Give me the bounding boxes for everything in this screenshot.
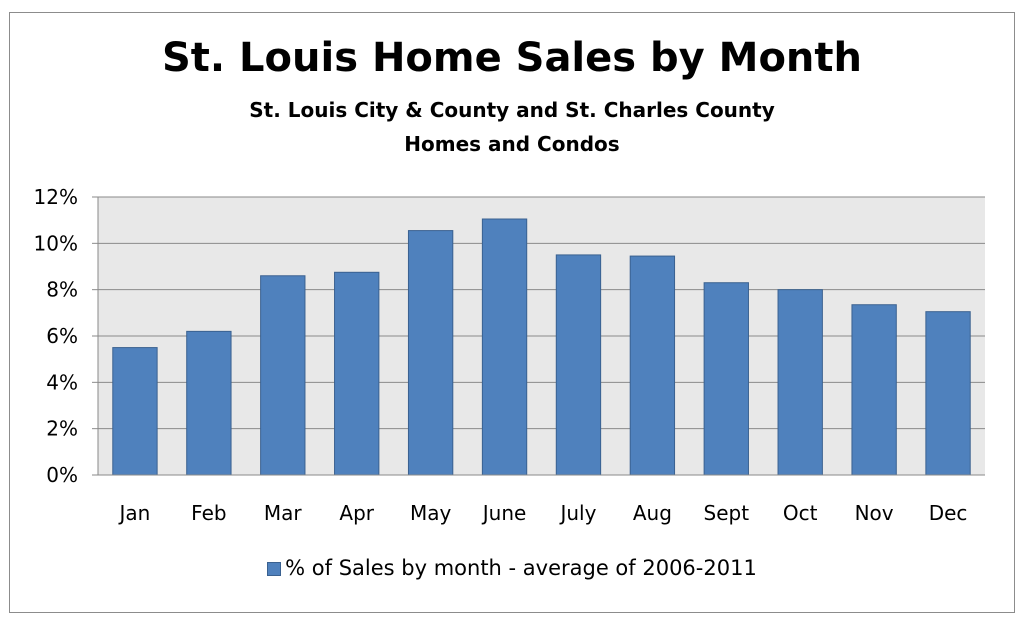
bar-feb — [186, 330, 232, 476]
chart-legend: % of Sales by month - average of 2006-20… — [0, 556, 1024, 580]
bar-aug — [629, 255, 676, 476]
y-tick-label: 12% — [34, 185, 78, 209]
bar-mar — [260, 275, 306, 476]
y-tick-label: 10% — [34, 231, 78, 255]
bar-dec — [925, 311, 971, 476]
y-tick-label: 0% — [46, 463, 78, 487]
x-tick-label: Sept — [704, 501, 750, 525]
x-tick-label: Aug — [633, 501, 672, 525]
legend-swatch — [267, 562, 282, 576]
x-tick-label: Jan — [118, 501, 151, 525]
bar-june — [481, 218, 528, 476]
bar-sept — [703, 282, 749, 476]
x-tick-label: Mar — [264, 501, 303, 525]
x-tick-label: May — [410, 501, 452, 525]
bar-may — [407, 230, 454, 476]
legend-label: % of Sales by month - average of 2006-20… — [285, 556, 757, 580]
y-tick-label: 2% — [46, 417, 78, 441]
chart-subtitle-line-1: St. Louis City & County and St. Charles … — [249, 98, 775, 122]
bar-apr — [334, 271, 380, 476]
bar-nov — [851, 304, 897, 476]
x-tick-label: Feb — [191, 501, 226, 525]
x-tick-label: July — [558, 501, 596, 525]
bar-jan — [112, 347, 158, 476]
x-tick-label: June — [481, 501, 527, 525]
x-tick-label: Nov — [855, 501, 894, 525]
x-tick-label: Apr — [339, 501, 374, 525]
x-tick-label: Oct — [783, 501, 818, 525]
y-tick-label: 4% — [46, 370, 78, 394]
y-tick-label: 6% — [46, 324, 78, 348]
chart-title: St. Louis Home Sales by Month — [162, 35, 862, 81]
bar-oct — [777, 289, 823, 476]
bar-july — [555, 254, 602, 476]
x-tick-label: Dec — [929, 501, 968, 525]
y-tick-label: 8% — [46, 278, 78, 302]
chart-subtitle-line-2: Homes and Condos — [404, 132, 620, 156]
